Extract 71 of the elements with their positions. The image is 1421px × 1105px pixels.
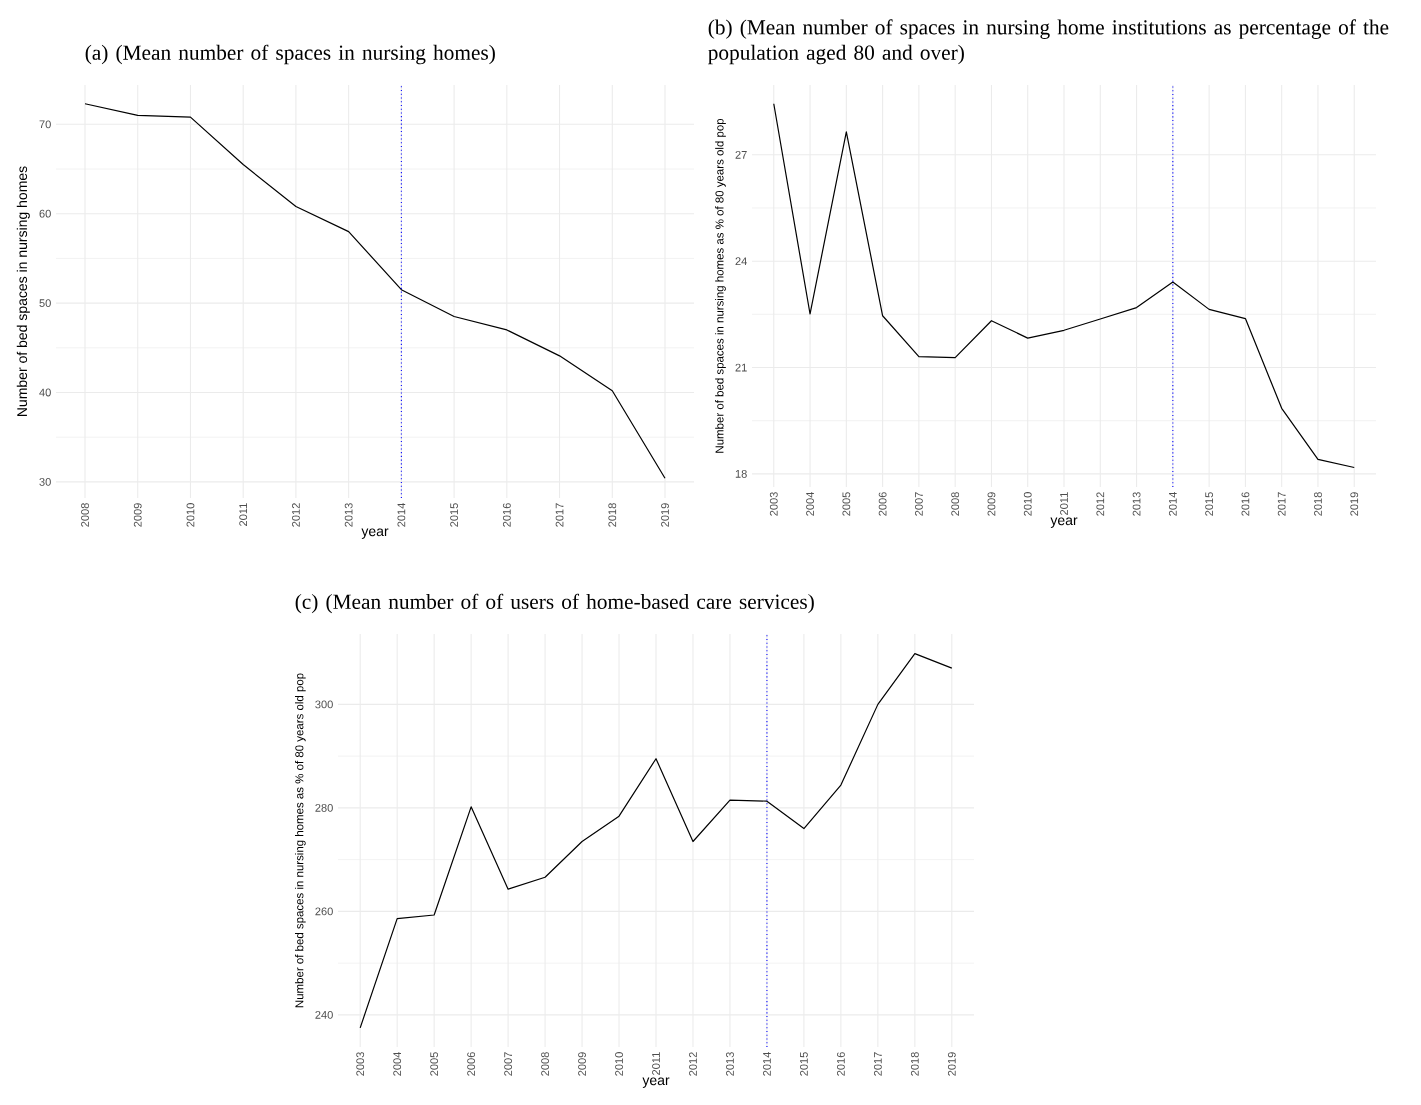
y-axis-title: Number of bed spaces in nursing homes [16, 166, 30, 417]
x-tick-label: 2017 [873, 1052, 882, 1076]
x-tick-label: 2019 [1350, 492, 1359, 516]
y-tick-label: 50 [39, 299, 51, 308]
x-tick-label: 2015 [1205, 492, 1214, 516]
x-tick-label: 2012 [292, 503, 300, 527]
y-tick-label: 40 [39, 388, 51, 397]
x-axis-title: year [642, 1077, 670, 1088]
line-series [359, 653, 953, 1029]
x-tick-label: 2013 [344, 503, 353, 527]
y-tick-label: 24 [735, 257, 747, 266]
x-tick-label: 2005 [430, 1052, 439, 1076]
x-tick-label: 2009 [133, 503, 142, 527]
x-tick-label: 2018 [910, 1052, 919, 1076]
x-tick-label: 2017 [1277, 492, 1286, 516]
chart-title: (c) (Mean number of of users of home-based care services) [295, 593, 814, 614]
x-tick-label: 2009 [987, 492, 996, 516]
x-tick-label: 2003 [356, 1052, 365, 1076]
y-tick-label: 240 [315, 1010, 333, 1019]
x-tick-label: 2006 [878, 492, 887, 516]
y-axis-title: Number of bed spaces in nursing homes as % of 80 years old pop [295, 673, 306, 1008]
x-tick-label: 2018 [608, 503, 617, 527]
chart-title: (a) (Mean number of spaces in nursing homes) [85, 44, 495, 65]
x-tick-label: 2019 [947, 1052, 956, 1076]
x-tick-label: 2013 [726, 1052, 734, 1076]
x-tick-label: 2014 [763, 1052, 771, 1076]
chart-title: (b) (Mean number of spaces in nursing home institutions as percentage of the population aged 80 and over) [708, 19, 1389, 65]
x-tick-label: 2019 [661, 503, 669, 527]
x-tick-label: 2010 [615, 1052, 623, 1076]
x-tick-label: 2004 [806, 492, 814, 516]
x-tick-label: 2017 [555, 503, 564, 527]
x-tick-label: 2007 [914, 492, 923, 516]
x-tick-label: 2014 [1168, 492, 1177, 516]
x-tick-label: 2008 [81, 503, 89, 527]
x-tick-label: 2012 [689, 1052, 697, 1076]
x-tick-label: 2013 [1132, 492, 1141, 516]
y-tick-label: 21 [735, 363, 747, 372]
x-tick-label: 2015 [450, 503, 459, 527]
x-tick-label: 2004 [393, 1052, 402, 1076]
y-tick-label: 70 [39, 120, 51, 129]
x-tick-label: 2008 [541, 1052, 549, 1076]
x-tick-label: 2007 [504, 1052, 513, 1076]
x-tick-label: 2006 [467, 1052, 476, 1076]
x-tick-label: 2011 [652, 1052, 660, 1075]
x-tick-label: 2015 [800, 1052, 808, 1076]
x-tick-label: 2008 [951, 492, 960, 516]
x-tick-label: 2003 [769, 492, 778, 516]
x-tick-label: 2011 [239, 503, 248, 526]
line-series [773, 103, 1355, 469]
x-tick-label: 2011 [1060, 492, 1068, 515]
y-tick-label: 280 [315, 803, 333, 812]
y-tick-label: 27 [735, 150, 747, 159]
y-tick-label: 60 [39, 209, 51, 218]
x-tick-label: 2005 [842, 492, 851, 516]
y-tick-label: 300 [315, 700, 333, 709]
x-tick-label: 2016 [1241, 492, 1250, 516]
x-tick-label: 2016 [502, 503, 511, 527]
y-tick-label: 30 [39, 477, 51, 486]
y-tick-label: 260 [315, 907, 333, 916]
y-tick-label: 18 [735, 469, 747, 478]
x-tick-label: 2014 [397, 503, 406, 527]
x-tick-label: 2009 [578, 1052, 586, 1076]
x-tick-label: 2018 [1314, 492, 1322, 516]
x-axis-title: year [361, 528, 389, 539]
x-tick-label: 2016 [836, 1052, 845, 1076]
line-series [84, 103, 666, 479]
x-tick-label: 2010 [186, 503, 195, 527]
x-tick-label: 2012 [1096, 492, 1105, 516]
x-tick-label: 2010 [1023, 492, 1032, 516]
x-axis-title: year [1050, 517, 1078, 528]
y-axis-title: Number of bed spaces in nursing homes as % of 80 years old pop [715, 118, 726, 453]
